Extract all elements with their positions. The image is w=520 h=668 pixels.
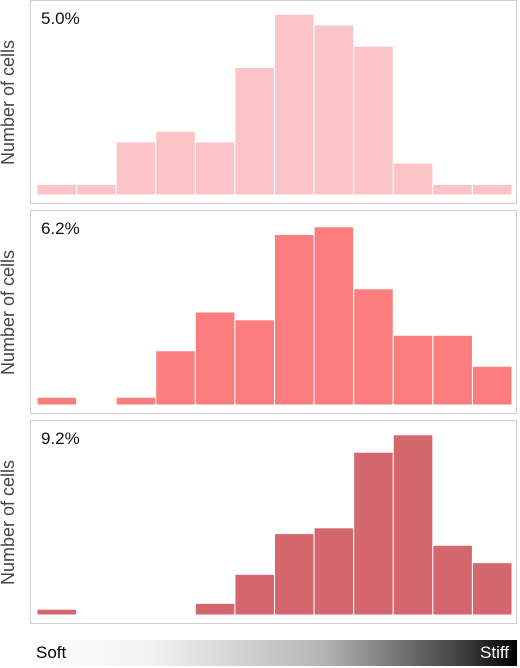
histogram-bar: [353, 451, 394, 616]
stiff-label: Stiff: [480, 643, 509, 662]
y-axis-label: Number of cells: [0, 39, 19, 165]
histogram-bar: [313, 24, 355, 196]
histogram-bar: [194, 141, 236, 196]
histogram-bar: [234, 573, 276, 616]
histogram-bar: [115, 141, 157, 196]
histogram-bar: [471, 365, 513, 406]
histogram-panel-6-2: 6.2%: [30, 210, 517, 414]
stiffness-gradient-bar: Soft Stiff: [30, 640, 517, 666]
histogram-panel-9-2: 9.2%: [30, 420, 517, 624]
histogram-bar: [432, 544, 473, 616]
histogram-bar: [392, 334, 434, 406]
histogram-bar: [36, 183, 78, 196]
histogram-bar: [234, 319, 276, 406]
histogram-bar: [392, 162, 434, 196]
histogram-bar: [115, 396, 157, 406]
histogram-bar: [274, 13, 315, 196]
histogram-bars: [36, 13, 513, 196]
y-axis-label: Number of cells: [0, 249, 19, 375]
histogram-bar: [432, 183, 473, 196]
histogram-bars: [36, 226, 513, 406]
panel-label: 6.2%: [41, 219, 80, 238]
histogram-bars: [36, 434, 513, 616]
histogram-bar: [36, 608, 78, 616]
histogram-bar: [274, 234, 315, 406]
histogram-bar: [155, 130, 196, 196]
histogram-bar: [313, 226, 355, 406]
soft-label: Soft: [36, 643, 67, 662]
histogram-bar: [234, 66, 276, 196]
histogram-bar: [471, 183, 513, 196]
histogram-bar: [36, 396, 78, 406]
histogram-bar: [155, 350, 196, 406]
histogram-bar: [432, 334, 473, 406]
panel-label: 5.0%: [41, 9, 80, 28]
histogram-bar: [274, 533, 315, 616]
histogram-bar: [313, 527, 355, 616]
panel-label: 9.2%: [41, 429, 80, 448]
histogram-bar: [194, 311, 236, 406]
y-axis-label: Number of cells: [0, 459, 19, 585]
histogram-bar: [353, 288, 394, 406]
histogram-bar: [471, 562, 513, 616]
histogram-bar: [76, 183, 117, 196]
histogram-bar: [392, 434, 434, 616]
histogram-bar: [194, 602, 236, 616]
histogram-bar: [353, 45, 394, 196]
histogram-panel-5-0: 5.0%: [30, 0, 517, 204]
